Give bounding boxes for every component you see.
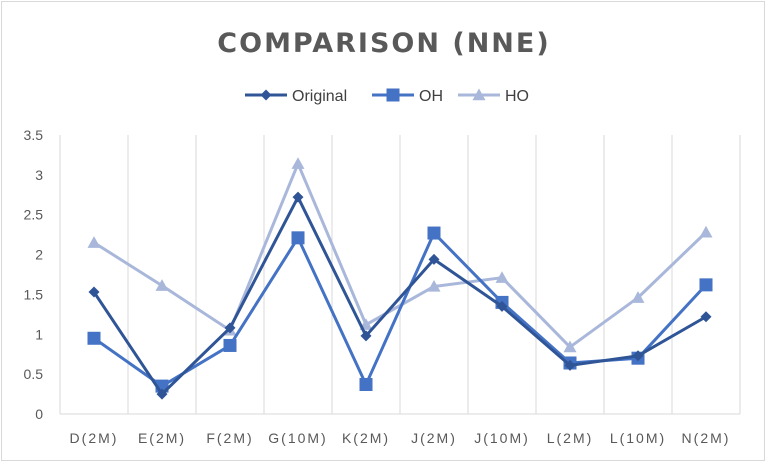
data-point <box>88 286 100 298</box>
data-point <box>156 388 168 400</box>
data-point <box>291 157 305 169</box>
data-point <box>224 322 236 334</box>
data-point <box>87 236 101 248</box>
data-point <box>428 253 440 265</box>
legend-marker <box>472 88 486 101</box>
y-axis: 0 0.5 1 1.5 2 2.5 3 3.5 <box>24 127 44 422</box>
y-tick-label: 3 <box>35 167 43 183</box>
data-point <box>699 225 713 238</box>
data-point <box>632 350 644 362</box>
data-point <box>699 278 713 292</box>
y-tick-label: 2.5 <box>24 207 44 223</box>
data-point <box>564 359 576 371</box>
data-point <box>87 331 101 345</box>
y-tick-label: 0 <box>35 406 43 422</box>
data-point <box>155 279 169 291</box>
data-point <box>631 291 645 303</box>
x-tick-label: F(2M) <box>206 430 253 446</box>
series-original <box>88 191 712 400</box>
y-tick-label: 1 <box>35 326 43 342</box>
x-tick-label: J(2M) <box>411 430 457 446</box>
legend-item-original: Original <box>245 88 347 105</box>
legend: Original OH HO <box>245 88 529 105</box>
y-tick-label: 3.5 <box>24 127 44 143</box>
data-point <box>292 191 304 203</box>
x-tick-label: J(10M) <box>474 430 530 446</box>
legend-label: HO <box>505 88 529 105</box>
legend-label: Original <box>292 88 347 105</box>
legend-label: OH <box>419 88 443 105</box>
data-point <box>359 378 373 392</box>
data-point <box>700 311 712 323</box>
data-point <box>360 330 372 342</box>
data-point <box>223 338 237 352</box>
legend-marker <box>386 88 400 102</box>
data-point <box>563 340 577 353</box>
data-point <box>427 226 441 240</box>
legend-marker <box>260 89 272 101</box>
legend-item-oh: OH <box>372 88 443 105</box>
x-tick-label: G(10M) <box>268 430 327 446</box>
chart-title: COMPARISON (NNE) <box>217 28 550 59</box>
x-tick-label: N(2M) <box>682 430 731 446</box>
series-layer <box>87 157 713 400</box>
x-tick-label: L(10M) <box>610 430 666 446</box>
data-point <box>495 271 509 283</box>
y-tick-label: 0.5 <box>24 366 44 382</box>
x-tick-label: E(2M) <box>138 430 186 446</box>
x-axis: D(2M) E(2M) F(2M) G(10M) K(2M) J(2M) J(10M) L(2… <box>70 430 731 446</box>
x-tick-label: K(2M) <box>342 430 390 446</box>
data-point <box>427 279 441 292</box>
data-point <box>291 231 305 245</box>
series-line <box>92 195 707 396</box>
data-point <box>496 300 508 312</box>
y-tick-label: 1.5 <box>24 286 44 302</box>
y-tick-label: 2 <box>35 247 43 263</box>
grid <box>59 135 741 415</box>
x-tick-label: L(2M) <box>547 430 594 446</box>
x-tick-label: D(2M) <box>70 430 119 446</box>
legend-item-ho: HO <box>458 88 529 105</box>
